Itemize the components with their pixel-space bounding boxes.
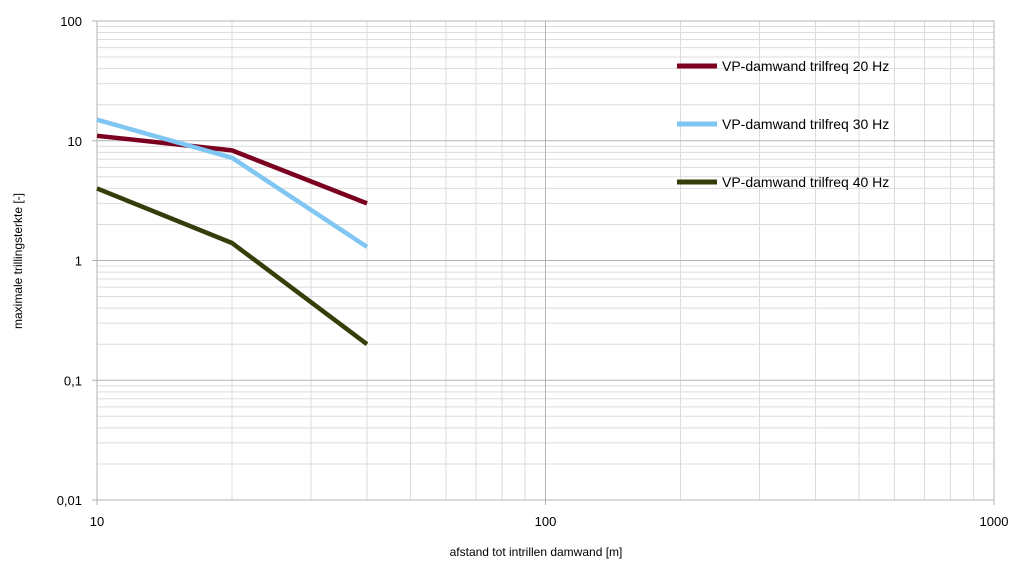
legend-label-1: VP-damwand trilfreq 20 Hz <box>722 58 889 74</box>
legend-label-2: VP-damwand trilfreq 30 Hz <box>722 116 889 132</box>
plot-frame <box>96 20 995 501</box>
x-axis-title: afstand tot intrillen damwand [m] <box>450 545 623 559</box>
legend: VP-damwand trilfreq 20 Hz VP-damwand tril… <box>677 58 889 190</box>
y-tick-label: 0,01 <box>57 493 82 508</box>
x-tick-label: 100 <box>535 514 557 529</box>
y-tick-label: 100 <box>60 14 82 29</box>
x-tick-labels: 10 100 1000 <box>90 514 1009 529</box>
x-tick-label: 10 <box>90 514 104 529</box>
series-layer <box>96 117 369 347</box>
series-line-1 <box>96 133 368 206</box>
y-tick-label: 1 <box>75 254 82 269</box>
y-axis-title: maximale trillingsterkte [-] <box>11 193 25 329</box>
series-line-3 <box>96 186 369 347</box>
legend-label-3: VP-damwand trilfreq 40 Hz <box>722 174 889 190</box>
y-tick-label: 10 <box>68 134 82 149</box>
y-tick-label: 0,1 <box>64 373 82 388</box>
y-tick-labels: 100 10 1 0,1 0,01 <box>57 14 82 508</box>
series-line-2 <box>96 117 369 249</box>
grid <box>92 20 995 505</box>
x-tick-label: 1000 <box>980 514 1009 529</box>
